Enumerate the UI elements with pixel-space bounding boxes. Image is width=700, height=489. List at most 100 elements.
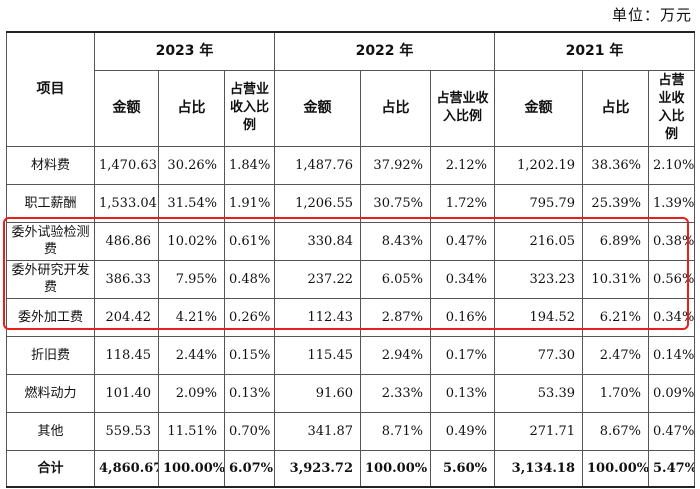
revenue-ratio-cell: 0.14% bbox=[648, 335, 695, 375]
table-row: 材料费 1,470.63 30.26% 1.84% 1,487.76 37.92% 2.12… bbox=[6, 145, 695, 185]
header-amount: 金额 bbox=[494, 69, 583, 147]
header-year-2022: 2022 年 bbox=[274, 31, 495, 71]
amount-cell: 204.42 bbox=[94, 297, 159, 337]
rd-expense-table: 项目 2023 年 2022 年 2021 年 金额 占比 占营业收入比例 金额… bbox=[6, 31, 695, 488]
revenue-ratio-cell: 0.09% bbox=[648, 373, 695, 413]
revenue-ratio-cell: 0.47% bbox=[430, 221, 495, 261]
revenue-ratio-cell: 0.15% bbox=[224, 335, 275, 375]
share-cell: 30.26% bbox=[158, 145, 225, 185]
revenue-ratio-cell: 6.07% bbox=[224, 449, 275, 488]
share-cell: 8.67% bbox=[582, 411, 649, 451]
header-amount: 金额 bbox=[94, 69, 159, 147]
revenue-ratio-cell: 1.91% bbox=[224, 183, 275, 223]
share-cell: 25.39% bbox=[582, 183, 649, 223]
table-row: 委外试验检测费 486.86 10.02% 0.61% 330.84 8.43% 0.47%… bbox=[6, 221, 695, 261]
amount-cell: 77.30 bbox=[494, 335, 583, 375]
amount-cell: 1,487.76 bbox=[274, 145, 361, 185]
share-cell: 8.43% bbox=[360, 221, 431, 261]
amount-cell: 330.84 bbox=[274, 221, 361, 261]
amount-cell: 91.60 bbox=[274, 373, 361, 413]
row-label: 折旧费 bbox=[6, 335, 95, 375]
header-share: 占比 bbox=[360, 69, 431, 147]
amount-cell: 115.45 bbox=[274, 335, 361, 375]
total-row: 合计 4,860.67 100.00% 6.07% 3,923.72 100.00% 5.6… bbox=[6, 449, 695, 488]
revenue-ratio-cell: 0.47% bbox=[648, 411, 695, 451]
amount-cell: 101.40 bbox=[94, 373, 159, 413]
revenue-ratio-cell: 0.13% bbox=[224, 373, 275, 413]
amount-cell: 118.45 bbox=[94, 335, 159, 375]
amount-cell: 323.23 bbox=[494, 259, 583, 299]
revenue-ratio-cell: 0.13% bbox=[430, 373, 495, 413]
amount-cell: 3,134.18 bbox=[494, 449, 583, 488]
amount-cell: 1,206.55 bbox=[274, 183, 361, 223]
amount-cell: 386.33 bbox=[94, 259, 159, 299]
share-cell: 31.54% bbox=[158, 183, 225, 223]
header-revenue-ratio: 占营业收入比例 bbox=[430, 69, 495, 147]
share-cell: 2.47% bbox=[582, 335, 649, 375]
row-label: 燃料动力 bbox=[6, 373, 95, 413]
row-label: 其他 bbox=[6, 411, 95, 451]
header-row-sub: 金额 占比 占营业收入比例 金额 占比 占营业收入比例 金额 占比 占营业收入比… bbox=[7, 69, 695, 147]
share-cell: 6.05% bbox=[360, 259, 431, 299]
header-share: 占比 bbox=[582, 69, 649, 147]
revenue-ratio-cell: 0.26% bbox=[224, 297, 275, 337]
table-row: 委外加工费 204.42 4.21% 0.26% 112.43 2.87% 0.16% 194… bbox=[6, 297, 695, 337]
share-cell: 100.00% bbox=[582, 449, 649, 488]
table-row: 委外研究开发费 386.33 7.95% 0.48% 237.22 6.05% 0.34% 3… bbox=[6, 259, 695, 299]
amount-cell: 1,470.63 bbox=[94, 145, 159, 185]
header-item: 项目 bbox=[6, 31, 95, 147]
row-label: 材料费 bbox=[6, 145, 95, 185]
row-label: 委外研究开发费 bbox=[6, 259, 95, 299]
amount-cell: 1,533.04 bbox=[94, 183, 159, 223]
header-row-years: 项目 2023 年 2022 年 2021 年 bbox=[6, 31, 695, 147]
share-cell: 100.00% bbox=[360, 449, 431, 488]
amount-cell: 271.71 bbox=[494, 411, 583, 451]
share-cell: 100.00% bbox=[158, 449, 225, 488]
amount-cell: 1,202.19 bbox=[494, 145, 583, 185]
row-label: 职工薪酬 bbox=[6, 183, 95, 223]
share-cell: 37.92% bbox=[360, 145, 431, 185]
share-cell: 2.94% bbox=[360, 335, 431, 375]
amount-cell: 341.87 bbox=[274, 411, 361, 451]
amount-cell: 112.43 bbox=[274, 297, 361, 337]
revenue-ratio-cell: 0.38% bbox=[648, 221, 695, 261]
revenue-ratio-cell: 0.48% bbox=[224, 259, 275, 299]
share-cell: 8.71% bbox=[360, 411, 431, 451]
row-label: 委外加工费 bbox=[6, 297, 95, 337]
share-cell: 7.95% bbox=[158, 259, 225, 299]
share-cell: 6.89% bbox=[582, 221, 649, 261]
header-share: 占比 bbox=[158, 69, 225, 147]
table-row: 燃料动力 101.40 2.09% 0.13% 91.60 2.33% 0.13% 53.39… bbox=[6, 373, 695, 413]
amount-cell: 216.05 bbox=[494, 221, 583, 261]
table-row: 职工薪酬 1,533.04 31.54% 1.91% 1,206.55 30.75% 1.7… bbox=[6, 183, 695, 223]
share-cell: 2.44% bbox=[158, 335, 225, 375]
header-year-2023: 2023 年 bbox=[94, 31, 275, 71]
share-cell: 1.70% bbox=[582, 373, 649, 413]
amount-cell: 194.52 bbox=[494, 297, 583, 337]
revenue-ratio-cell: 2.12% bbox=[430, 145, 495, 185]
revenue-ratio-cell: 5.60% bbox=[430, 449, 495, 488]
share-cell: 4.21% bbox=[158, 297, 225, 337]
share-cell: 10.02% bbox=[158, 221, 225, 261]
amount-cell: 486.86 bbox=[94, 221, 159, 261]
revenue-ratio-cell: 2.10% bbox=[648, 145, 695, 185]
amount-cell: 53.39 bbox=[494, 373, 583, 413]
share-cell: 30.75% bbox=[360, 183, 431, 223]
share-cell: 10.31% bbox=[582, 259, 649, 299]
revenue-ratio-cell: 1.39% bbox=[648, 183, 695, 223]
share-cell: 2.33% bbox=[360, 373, 431, 413]
revenue-ratio-cell: 1.84% bbox=[224, 145, 275, 185]
table-row: 折旧费 118.45 2.44% 0.15% 115.45 2.94% 0.17% 77.30… bbox=[6, 335, 695, 375]
amount-cell: 4,860.67 bbox=[94, 449, 159, 488]
header-year-2021: 2021 年 bbox=[494, 31, 695, 71]
header-revenue-ratio: 占营业收入比例 bbox=[648, 69, 695, 147]
revenue-ratio-cell: 0.34% bbox=[648, 297, 695, 337]
revenue-ratio-cell: 0.49% bbox=[430, 411, 495, 451]
unit-label: 单位：万元 bbox=[611, 6, 692, 24]
share-cell: 2.87% bbox=[360, 297, 431, 337]
amount-cell: 559.53 bbox=[94, 411, 159, 451]
share-cell: 2.09% bbox=[158, 373, 225, 413]
share-cell: 6.21% bbox=[582, 297, 649, 337]
revenue-ratio-cell: 5.47% bbox=[648, 449, 695, 488]
table-row: 其他 559.53 11.51% 0.70% 341.87 8.71% 0.49% 271.7… bbox=[6, 411, 695, 451]
